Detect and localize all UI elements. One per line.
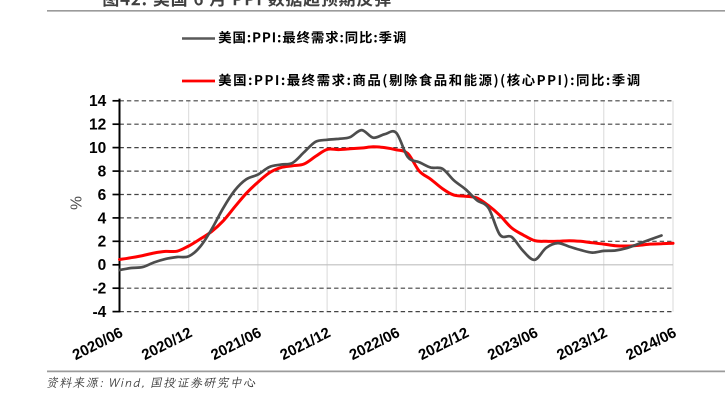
- svg-text:14: 14: [89, 93, 107, 110]
- svg-text:10: 10: [89, 140, 106, 157]
- svg-text:4: 4: [98, 210, 107, 227]
- svg-text:%: %: [69, 196, 86, 210]
- svg-text:6: 6: [98, 187, 107, 204]
- svg-text:0: 0: [98, 257, 107, 274]
- svg-text:-2: -2: [93, 281, 107, 298]
- svg-text:2: 2: [98, 234, 107, 251]
- svg-text:8: 8: [98, 164, 107, 181]
- svg-text:-4: -4: [93, 304, 107, 321]
- svg-text:12: 12: [89, 117, 106, 134]
